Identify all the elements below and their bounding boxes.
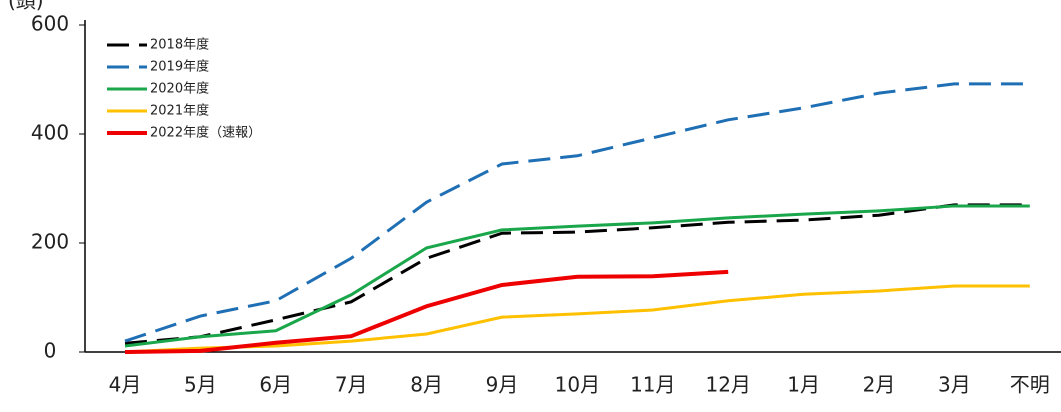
x-tick-label: 9月 [486,373,519,397]
series-line [124,82,1030,343]
y-tick-label: 0 [44,339,57,363]
y-tick-label: 600 [31,12,69,36]
y-tick-label: 200 [31,230,69,254]
x-tick-label: 1月 [787,373,820,397]
x-tick-label: 7月 [335,373,368,397]
series-line [124,284,1030,354]
x-tick-label: 11月 [630,373,675,397]
x-tick-label: 6月 [259,373,292,397]
legend-label: 2020年度 [150,81,209,97]
y-axis-label: (頭) [8,0,44,13]
x-tick-label: 10月 [555,373,600,397]
x-tick-label: 3月 [938,373,971,397]
legend-label: 2018年度 [150,37,209,53]
x-tick-label: 2月 [863,373,896,397]
x-tick-label: 12月 [705,373,750,397]
x-tick-label: 5月 [184,373,217,397]
legend-label: 2019年度 [150,59,209,75]
series-line [124,204,1030,348]
legend-label: 2022年度（速報） [150,125,261,141]
x-tick-label: 不明 [1010,373,1050,397]
x-tick-label: 8月 [410,373,443,397]
y-tick-label: 400 [31,121,69,145]
x-tick-label: 4月 [109,373,142,397]
legend-label: 2021年度 [150,103,209,119]
series-line [124,269,729,354]
series-line [124,203,1030,345]
